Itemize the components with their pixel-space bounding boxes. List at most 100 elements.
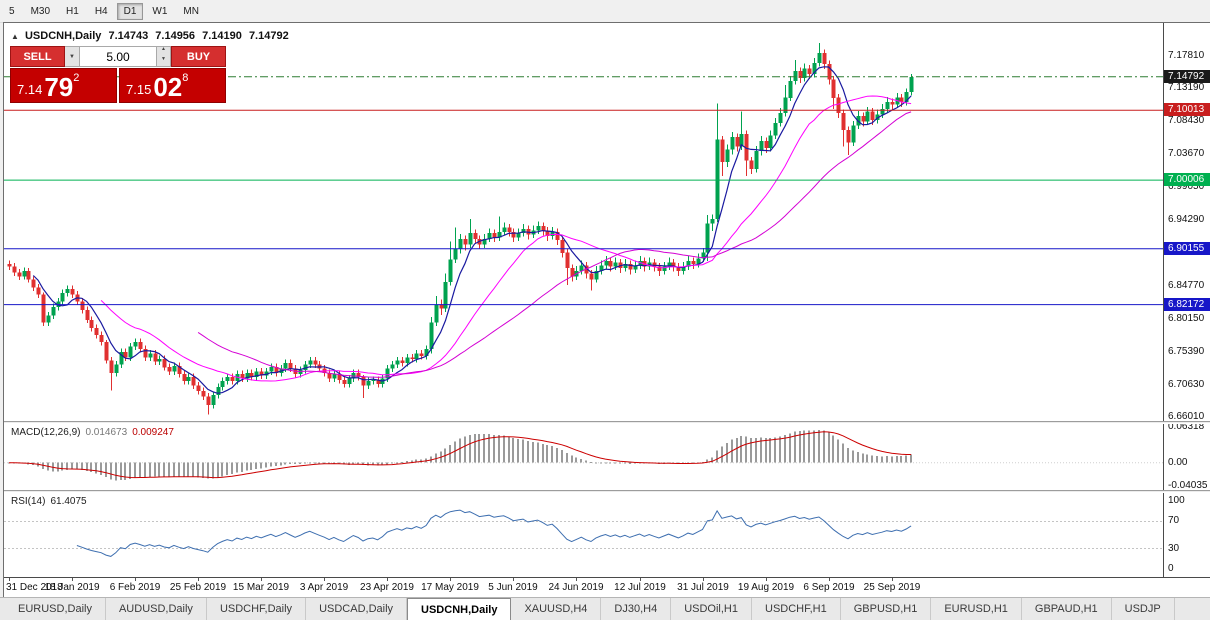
chart-tab-dj30-h4[interactable]: DJ30,H4 <box>601 598 672 620</box>
date-tick <box>387 578 388 581</box>
sell-price-main: 7.14 <box>17 82 43 97</box>
rsi-axis-label: 0 <box>1168 563 1174 574</box>
timeframe-button-mn[interactable]: MN <box>183 5 199 17</box>
price-axis-label: 6.94290 <box>1168 214 1205 225</box>
buy-price-fraction: 8 <box>182 72 189 84</box>
date-tick <box>9 578 10 581</box>
date-tick <box>892 578 893 581</box>
sell-button[interactable]: SELL <box>10 46 65 67</box>
date-tick <box>198 578 199 581</box>
high-value: 7.14956 <box>155 30 196 42</box>
macd-label: MACD(12,26,9) 0.014673 0.009247 <box>11 427 174 438</box>
date-label: 6 Sep 2019 <box>803 582 855 593</box>
rsi-panel[interactable]: RSI(14) 61.4075 <box>4 493 1163 577</box>
chart-tab-usdchf-h1[interactable]: USDCHF,H1 <box>752 598 841 620</box>
date-tick <box>324 578 325 581</box>
ohlc-readout: ▲ USDCNH,Daily 7.14743 7.14956 7.14190 7… <box>11 30 293 42</box>
close-value: 7.14792 <box>248 30 289 42</box>
one-click-toggle-icon[interactable]: ▲ <box>11 32 19 41</box>
chart-tab-gbpaud-h1[interactable]: GBPAUD,H1 <box>1022 598 1112 620</box>
date-tick <box>640 578 641 581</box>
macd-panel[interactable]: MACD(12,26,9) 0.014673 0.009247 <box>4 424 1163 490</box>
price-axis-label: 7.17810 <box>1168 50 1205 61</box>
date-tick <box>450 578 451 581</box>
candlestick-plot <box>4 43 1163 415</box>
timeframe-button-d1[interactable]: D1 <box>116 2 144 20</box>
date-label: 25 Sep 2019 <box>863 582 921 593</box>
chart-tab-xauusd-h4[interactable]: XAUUSD,H4 <box>511 598 602 620</box>
buy-button[interactable]: BUY <box>171 46 226 67</box>
sell-price-panel[interactable]: 7.14 79 2 <box>10 68 117 103</box>
chart-tab-usdoil-h1[interactable]: USDOil,H1 <box>671 598 752 620</box>
date-label: 25 Feb 2019 <box>169 582 227 593</box>
volume-input[interactable] <box>80 46 157 67</box>
ma-line-40 <box>197 111 912 378</box>
macd-plot <box>4 429 1163 481</box>
timeframe-button-5[interactable]: 5 <box>9 5 15 17</box>
date-label: 18 Jan 2019 <box>44 582 100 593</box>
date-label: 3 Apr 2019 <box>299 582 349 593</box>
rsi-axis-label: 100 <box>1168 495 1185 506</box>
price-axis-label: 6.84770 <box>1168 280 1205 291</box>
chart-tab-usdchf-daily[interactable]: USDCHF,Daily <box>207 598 307 620</box>
volume-stepper[interactable]: ▲ ▼ <box>157 46 171 67</box>
date-tick <box>513 578 514 581</box>
rsi-label: RSI(14) 61.4075 <box>11 496 87 507</box>
date-label: 17 May 2019 <box>421 582 479 593</box>
volume-dropdown-button[interactable]: ▼ <box>65 46 80 67</box>
date-axis: 31 Dec 2018 18 Jan 2019 6 Feb 2019 25 Feb 2… <box>4 577 1210 597</box>
date-tick <box>703 578 704 581</box>
date-tick <box>766 578 767 581</box>
macd-axis-label: 0.00 <box>1168 457 1188 468</box>
macd-axis-label: 0.06318 <box>1168 421 1205 432</box>
timeframe-button-h1[interactable]: H1 <box>66 5 79 17</box>
main-chart[interactable]: ▲ USDCNH,Daily 7.14743 7.14956 7.14190 7… <box>4 23 1163 421</box>
price-axis-label: 7.08430 <box>1168 115 1205 126</box>
timeframe-button-m30[interactable]: M30 <box>30 5 51 17</box>
chevron-down-icon: ▼ <box>69 53 75 60</box>
macd-histogram <box>8 429 912 481</box>
chart-tab-gbpusd-h1[interactable]: GBPUSD,H1 <box>841 598 932 620</box>
chart-tab-audusd-daily[interactable]: AUDUSD,Daily <box>106 598 207 620</box>
chart-tab-eurusd-h1[interactable]: EURUSD,H1 <box>931 598 1022 620</box>
date-label: 15 Mar 2019 <box>232 582 290 593</box>
chart-tab-usdcnh-daily[interactable]: USDCNH,Daily <box>407 598 512 620</box>
chart-tab-usdcad-daily[interactable]: USDCAD,Daily <box>306 598 408 620</box>
date-tick <box>135 578 136 581</box>
date-label: 5 Jun 2019 <box>488 582 538 593</box>
chart-tab-eurusd-daily[interactable]: EURUSD,Daily <box>5 598 106 620</box>
timeframe-button-h4[interactable]: H4 <box>94 5 108 17</box>
timeframe-button-w1[interactable]: W1 <box>152 5 168 17</box>
chart-tab-usdjp[interactable]: USDJP <box>1112 598 1175 620</box>
buy-price-panel[interactable]: 7.15 02 8 <box>119 68 226 103</box>
low-value: 7.14190 <box>202 30 242 42</box>
sell-price-fraction: 2 <box>73 72 80 84</box>
stepper-down-icon[interactable]: ▼ <box>161 55 166 62</box>
price-axis-label: 7.03670 <box>1168 148 1205 159</box>
price-tag-6-90155: 6.90155 <box>1164 242 1210 255</box>
date-label: 23 Apr 2019 <box>360 582 414 593</box>
date-label: 12 Jul 2019 <box>614 582 666 593</box>
one-click-trading-panel: SELL ▼ ▲ ▼ BUY 7.14 79 2 7.15 <box>10 46 226 103</box>
price-axis-label: 6.66010 <box>1168 411 1205 422</box>
date-label: 31 Jul 2019 <box>677 582 729 593</box>
date-tick <box>829 578 830 581</box>
price-axis-label: 6.75390 <box>1168 346 1205 357</box>
price-tag-7-14792: 7.14792 <box>1164 70 1210 83</box>
pane-splitter[interactable] <box>4 421 1210 424</box>
price-tag-7-10013: 7.10013 <box>1164 103 1210 116</box>
macd-axis-label: -0.04035 <box>1168 480 1208 491</box>
open-value: 7.14743 <box>108 30 149 42</box>
rsi-axis-label: 70 <box>1168 515 1180 526</box>
stepper-up-icon[interactable]: ▲ <box>161 46 166 52</box>
price-axis: 7.17810 7.13190 7.08430 7.03670 6.99050 6.942… <box>1163 23 1210 577</box>
date-tick <box>261 578 262 581</box>
ma-line-6 <box>32 66 912 394</box>
buy-price-pips: 02 <box>153 72 183 102</box>
macd-signal-line <box>8 431 912 479</box>
chart-window: ▲ USDCNH,Daily 7.14743 7.14956 7.14190 7… <box>3 22 1210 600</box>
rsi-line <box>76 509 912 557</box>
price-axis-label: 6.99050 <box>1168 181 1205 192</box>
timeframe-toolbar: 5 M30 H1 H4 D1 W1 MN <box>0 0 1210 23</box>
pane-splitter[interactable] <box>4 490 1210 493</box>
